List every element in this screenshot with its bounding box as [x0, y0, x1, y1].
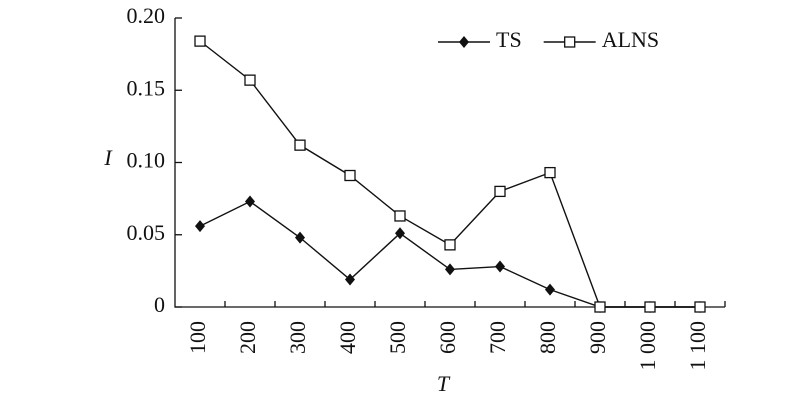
y-tick-label: 0.15 — [127, 75, 166, 100]
point — [445, 263, 455, 276]
y-axis-label: I — [103, 145, 113, 170]
point — [644, 301, 656, 313]
legend-marker — [459, 36, 469, 48]
x-tick-label: 300 — [285, 321, 310, 354]
y-tick-label: 0 — [154, 292, 165, 317]
y-tick-label: 0.10 — [127, 148, 166, 173]
point — [294, 139, 306, 151]
point — [694, 301, 706, 313]
x-tick-label: 500 — [385, 321, 410, 354]
point — [494, 185, 506, 198]
x-tick-label: 200 — [235, 321, 260, 354]
x-tick-label: 100 — [185, 321, 210, 354]
x-tick-label: 1 100 — [685, 321, 710, 371]
point — [344, 169, 356, 182]
legend-label: TS — [496, 27, 522, 52]
x-tick-label: 600 — [435, 321, 460, 354]
y-tick-label: 0.20 — [127, 3, 166, 28]
x-axis-label: T — [437, 371, 451, 396]
x-tick-label: 1 000 — [635, 321, 660, 371]
point — [395, 227, 405, 240]
point — [345, 273, 355, 286]
point — [245, 195, 255, 208]
point — [195, 220, 205, 233]
x-tick-label: 700 — [485, 321, 510, 354]
point — [495, 260, 505, 273]
y-tick-label: 0.05 — [127, 220, 166, 245]
series-line — [199, 200, 700, 308]
point — [194, 35, 206, 47]
point — [244, 74, 256, 86]
point — [545, 283, 555, 296]
legend-marker — [564, 36, 576, 48]
legend-label: ALNS — [602, 27, 659, 52]
point — [544, 166, 556, 179]
point — [394, 210, 406, 222]
point — [594, 301, 606, 313]
point — [444, 239, 456, 251]
point — [295, 231, 305, 244]
x-tick-label: 900 — [585, 321, 610, 354]
x-tick-label: 800 — [535, 321, 560, 354]
x-tick-label: 400 — [335, 321, 360, 354]
